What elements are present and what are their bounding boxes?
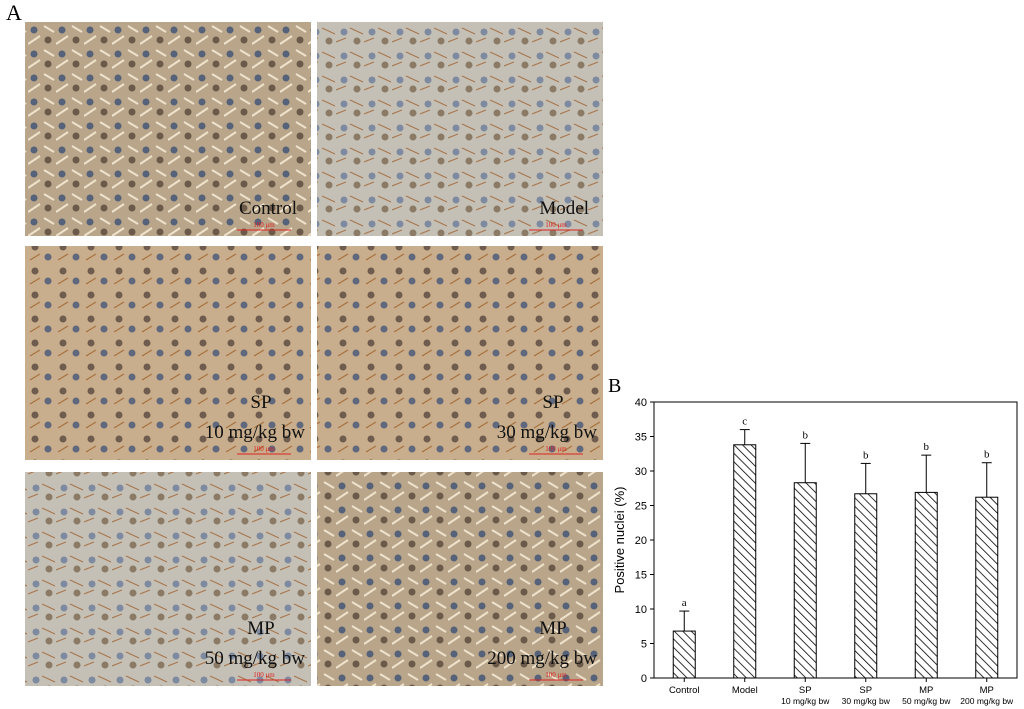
micrograph <box>317 246 603 460</box>
x-tick-label: 10 mg/kg bw <box>781 696 830 706</box>
bar <box>975 496 999 679</box>
micrograph <box>25 22 311 236</box>
panel-label: 50 mg/kg bw <box>205 648 306 669</box>
x-tick-label: 50 mg/kg bw <box>902 696 951 706</box>
plot-frame <box>653 401 1018 679</box>
y-tick-label: 35 <box>635 432 647 444</box>
x-tick-label: 30 mg/kg bw <box>842 696 891 706</box>
x-tick-label: SP <box>859 685 872 696</box>
panel-label: 200 mg/kg bw <box>487 648 597 669</box>
panel-letter: B <box>608 375 621 397</box>
panel-label: Control <box>239 198 297 219</box>
bar <box>733 444 757 679</box>
scale-label: 100 μm <box>253 445 275 453</box>
scale-label: 100 μm <box>545 671 567 679</box>
y-tick-label: 0 <box>641 673 647 685</box>
bar <box>854 493 878 679</box>
y-tick-label: 40 <box>635 397 647 409</box>
y-tick-label: 20 <box>635 535 647 547</box>
scale-label: 100 μm <box>545 445 567 453</box>
panel-label: SP <box>250 392 271 413</box>
y-tick-label: 5 <box>641 639 647 651</box>
x-tick-label: SP <box>799 685 812 696</box>
panel-label: SP <box>542 392 563 413</box>
significance-letter: b <box>984 449 990 461</box>
scale-label: 100 μm <box>253 221 275 229</box>
panel-letter: A <box>6 0 22 25</box>
x-tick-label: Model <box>732 685 758 696</box>
panel-label: 30 mg/kg bw <box>497 422 598 443</box>
significance-letter: b <box>803 429 809 441</box>
y-tick-label: 25 <box>635 501 647 513</box>
y-tick-label: 30 <box>635 466 647 478</box>
bar <box>914 491 938 679</box>
significance-letter: b <box>863 449 869 461</box>
x-tick-label: 200 mg/kg bw <box>960 696 1014 706</box>
micrograph <box>317 22 603 236</box>
x-tick-label: Control <box>669 685 700 696</box>
y-tick-label: 15 <box>635 570 647 582</box>
y-axis-label: Positive nuclei (%) <box>612 487 627 594</box>
x-tick-label: MP <box>919 685 933 696</box>
panel-label: MP <box>247 618 274 639</box>
x-tick-label: MP <box>980 685 994 696</box>
panel-label: MP <box>539 618 566 639</box>
significance-letter: b <box>924 441 930 453</box>
micrograph <box>25 246 311 460</box>
significance-letter: a <box>682 597 687 609</box>
panel-label: Model <box>539 198 589 219</box>
bar <box>672 630 696 679</box>
bar <box>793 482 817 679</box>
scale-label: 100 μm <box>545 221 567 229</box>
y-tick-label: 10 <box>635 604 647 616</box>
panel-label: 10 mg/kg bw <box>205 422 306 443</box>
significance-letter: c <box>742 416 747 428</box>
scale-label: 100 μm <box>253 671 275 679</box>
micrograph <box>25 472 311 686</box>
micrograph <box>317 472 603 686</box>
